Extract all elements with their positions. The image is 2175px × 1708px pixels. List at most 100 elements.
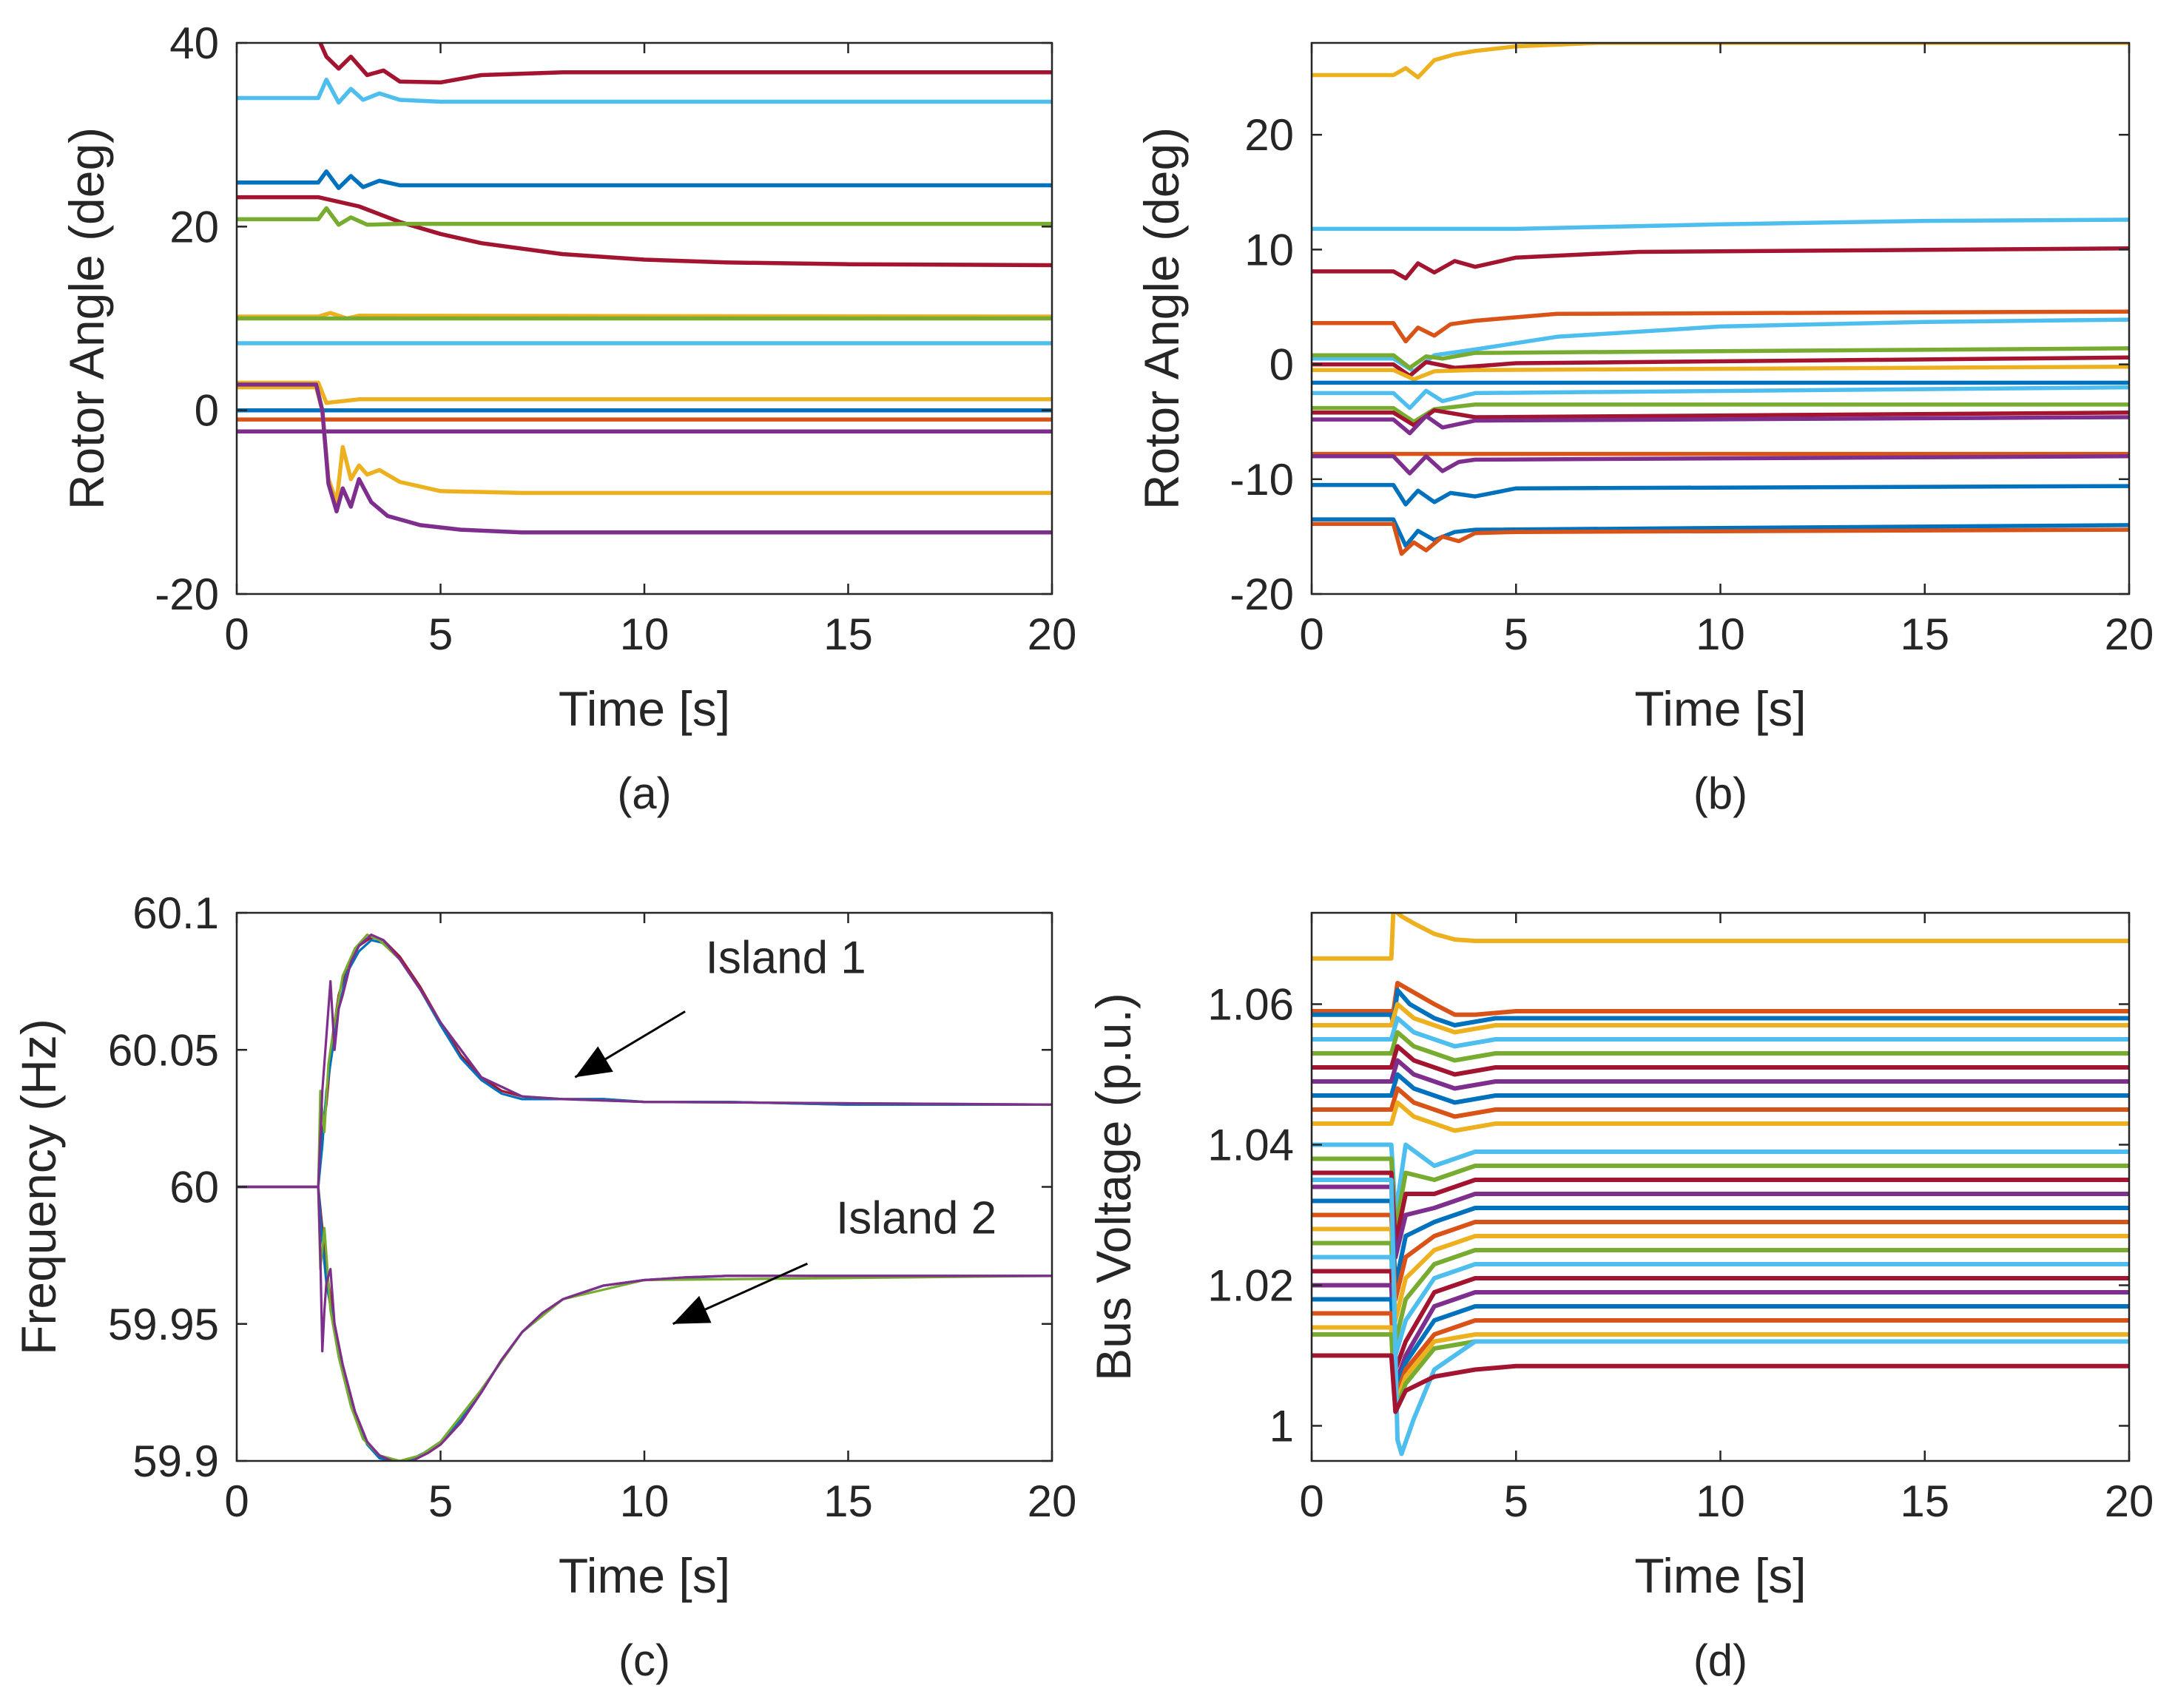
panel-caption: (c): [618, 1636, 670, 1685]
series-line-c-1: [237, 939, 1052, 1189]
series-line-d-8: [1312, 1072, 2129, 1105]
series-line-b-0: [1312, 43, 2129, 80]
x-tick-label: 5: [428, 610, 453, 659]
series-line-b-17: [1312, 521, 2129, 556]
x-tick-label: 20: [1028, 610, 1077, 659]
x-tick-label: 10: [620, 610, 670, 659]
x-tick-label: 5: [1504, 1476, 1528, 1526]
y-tick-label: 1.06: [1207, 980, 1294, 1030]
axes-box: [1310, 41, 2131, 595]
annotation-label: Island 1: [706, 933, 866, 984]
series-line-d-27: [1312, 1353, 2129, 1414]
x-tick-label: 20: [2105, 1476, 2154, 1526]
series-line-d-7: [1312, 1058, 2129, 1091]
annotation-arrowhead: [672, 1295, 712, 1324]
series-line-d-4: [1312, 1016, 2129, 1049]
series-line-d-15: [1312, 1198, 2129, 1288]
x-axis-label: Time [s]: [559, 681, 730, 736]
series-line-d-1: [1312, 981, 2129, 1017]
series-line-a-13: [237, 382, 1052, 535]
x-tick-label: 5: [1504, 610, 1528, 659]
y-tick-label: 59.95: [108, 1300, 219, 1349]
series-line-b-3: [1312, 309, 2129, 344]
series-line-a-2: [237, 169, 1052, 190]
series-line-c-7: [237, 1185, 1052, 1461]
series-line-d-5: [1312, 1030, 2129, 1063]
series-line-b-5: [1312, 346, 2129, 370]
y-tick-label: 40: [169, 18, 219, 68]
chart-panel-d: 0 5 10 15 20 1 1.02 1.04 1.06 Time [s] Bus Voltage…: [1086, 911, 2154, 1685]
x-tick-label: 10: [1696, 610, 1745, 659]
x-tick-label: 15: [1900, 610, 1949, 659]
x-tick-label: 0: [224, 1476, 249, 1526]
y-tick-label: -20: [155, 570, 219, 619]
series-line-d-16: [1312, 1212, 2129, 1302]
annotation-arrowhead: [575, 1046, 613, 1078]
series-line-b-7: [1312, 364, 2129, 382]
series-line-c-2: [237, 934, 1052, 1189]
x-tick-label: 0: [1299, 610, 1323, 659]
series-line-a-1: [237, 77, 1052, 105]
series-group: [1312, 43, 2129, 556]
series-line-b-12: [1312, 414, 2129, 436]
series-line-a-3: [237, 195, 1052, 268]
x-tick-label: 20: [2105, 610, 2154, 659]
series-group: [237, 43, 1052, 535]
series-group: [237, 934, 1052, 1461]
series-line-b-9: [1312, 385, 2129, 411]
series-line-b-1: [1312, 217, 2129, 232]
x-tick-label: 15: [823, 610, 873, 659]
series-line-b-14: [1312, 454, 2129, 476]
y-tick-label: -10: [1230, 455, 1294, 504]
x-tick-label: 10: [1696, 1476, 1745, 1526]
panel-caption: (a): [617, 769, 671, 818]
series-line-a-0: [317, 43, 1052, 85]
series-line-d-22: [1312, 1297, 2129, 1393]
series-line-b-15: [1312, 482, 2129, 507]
series-line-d-0: [1312, 913, 2129, 961]
series-line-d-11: [1312, 1142, 2129, 1218]
series-line-c-3: [237, 934, 1052, 1189]
y-tick-label: 0: [1269, 340, 1294, 390]
series-group: [1312, 913, 2129, 1456]
y-tick-label: 60.05: [108, 1025, 219, 1075]
series-line-a-4: [237, 206, 1052, 227]
x-tick-label: 15: [1900, 1476, 1949, 1526]
y-tick-label: 60: [169, 1163, 219, 1212]
chart-panel-b: 0 5 10 15 20 -20 -10 0 10 20 Time [s] Rotor Angle (…: [1134, 41, 2154, 818]
series-line-d-23: [1312, 1311, 2129, 1400]
series-line-a-8: [237, 380, 1052, 405]
panel-caption: (d): [1693, 1636, 1747, 1685]
y-tick-label: -20: [1230, 570, 1294, 619]
y-tick-label: 20: [169, 202, 219, 252]
series-line-d-26: [1312, 1178, 2129, 1456]
series-line-d-21: [1312, 1283, 2129, 1386]
y-tick-label: 1.04: [1207, 1121, 1294, 1170]
x-tick-label: 20: [1028, 1476, 1077, 1526]
series-line-b-6: [1312, 355, 2129, 378]
y-tick-label: 59.9: [132, 1437, 219, 1486]
series-line-d-3: [1312, 1002, 2129, 1035]
chart-panel-c: 0 5 10 15 20 59.9 59.95 60 60.05 60.1 Time [s] Freq…: [11, 888, 1076, 1685]
annotation-label: Island 2: [836, 1192, 997, 1243]
x-tick-label: 5: [428, 1476, 453, 1526]
y-axis-label: Frequency (Hz): [11, 1019, 66, 1355]
series-line-d-6: [1312, 1044, 2129, 1077]
y-axis-label: Bus Voltage (p.u.): [1086, 993, 1141, 1381]
y-tick-label: 10: [1244, 225, 1294, 274]
series-line-d-24: [1312, 1325, 2129, 1407]
y-tick-label: 1.02: [1207, 1261, 1294, 1311]
y-tick-label: 1: [1269, 1402, 1294, 1451]
series-line-d-10: [1312, 1100, 2129, 1133]
series-line-d-12: [1312, 1156, 2129, 1232]
series-line-b-2: [1312, 246, 2129, 280]
series-line-d-9: [1312, 1086, 2129, 1119]
series-line-c-0: [237, 936, 1052, 1189]
series-line-d-13: [1312, 1170, 2129, 1246]
series-line-d-2: [1312, 988, 2129, 1027]
y-tick-label: 0: [195, 386, 219, 436]
y-tick-label: 60.1: [132, 888, 219, 938]
panel-caption: (b): [1693, 769, 1747, 818]
